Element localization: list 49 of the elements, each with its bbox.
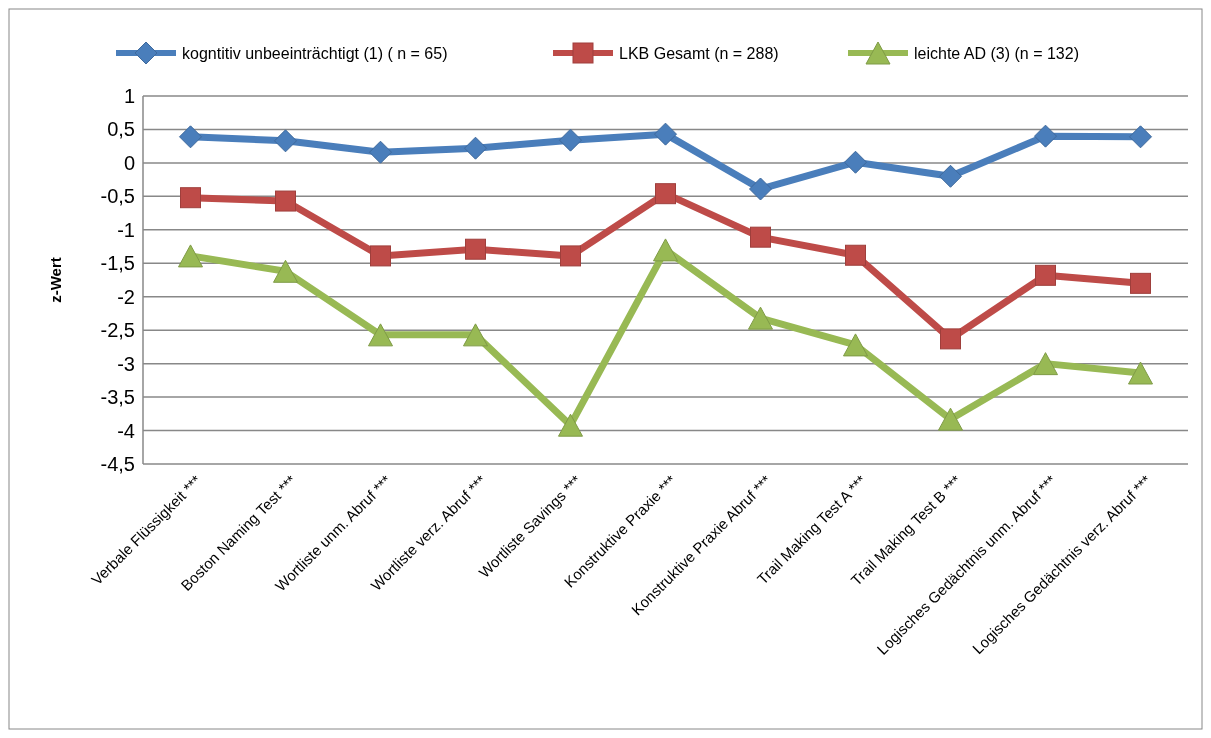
point: [180, 187, 201, 209]
y-tick-label: -4,5: [100, 453, 135, 475]
point: [559, 128, 582, 152]
point: [1035, 264, 1056, 286]
y-tick-label: -1,5: [100, 252, 135, 275]
y-tick-label: -0,5: [100, 185, 135, 208]
point: [843, 333, 868, 357]
y-tick-label: -4: [117, 419, 135, 442]
y-tick-label: 1: [123, 85, 135, 107]
point: [750, 226, 771, 248]
point: [369, 140, 392, 164]
point: [845, 244, 866, 266]
point: [179, 125, 202, 149]
point: [655, 183, 676, 205]
point: [938, 407, 963, 431]
point: [275, 190, 296, 212]
y-tick-label: -2: [117, 285, 135, 308]
point: [558, 413, 583, 437]
point: [939, 164, 962, 188]
point: [748, 306, 773, 330]
point: [178, 244, 203, 268]
point: [654, 122, 677, 146]
y-tick-label: -3: [117, 352, 135, 375]
point: [560, 245, 581, 267]
y-axis-title: z-Wert: [47, 257, 64, 303]
legend-label: kogntitiv unbeeinträchtigt (1) ( n = 65): [182, 44, 448, 62]
legend-label: leichte AD (3) (n = 132): [914, 44, 1079, 62]
point: [940, 328, 961, 350]
point: [1034, 124, 1057, 148]
y-tick-label: -2,5: [100, 319, 135, 342]
point: [1130, 272, 1151, 294]
y-tick-label: -3,5: [100, 386, 135, 409]
point: [1128, 361, 1153, 385]
y-tick-label: -1: [117, 218, 135, 241]
point: [463, 323, 488, 347]
point: [464, 136, 487, 160]
point: [370, 245, 391, 267]
y-tick-label: 0,5: [107, 118, 135, 141]
point: [1129, 125, 1152, 149]
point: [1033, 352, 1058, 376]
point: [465, 238, 486, 260]
point: [273, 259, 298, 283]
point: [368, 323, 393, 347]
point: [844, 150, 867, 174]
y-tick-label: 0: [123, 151, 135, 174]
point: [653, 238, 678, 262]
point: [749, 177, 772, 201]
point: [274, 129, 297, 153]
legend-label: LKB Gesamt (n = 288): [619, 44, 779, 62]
